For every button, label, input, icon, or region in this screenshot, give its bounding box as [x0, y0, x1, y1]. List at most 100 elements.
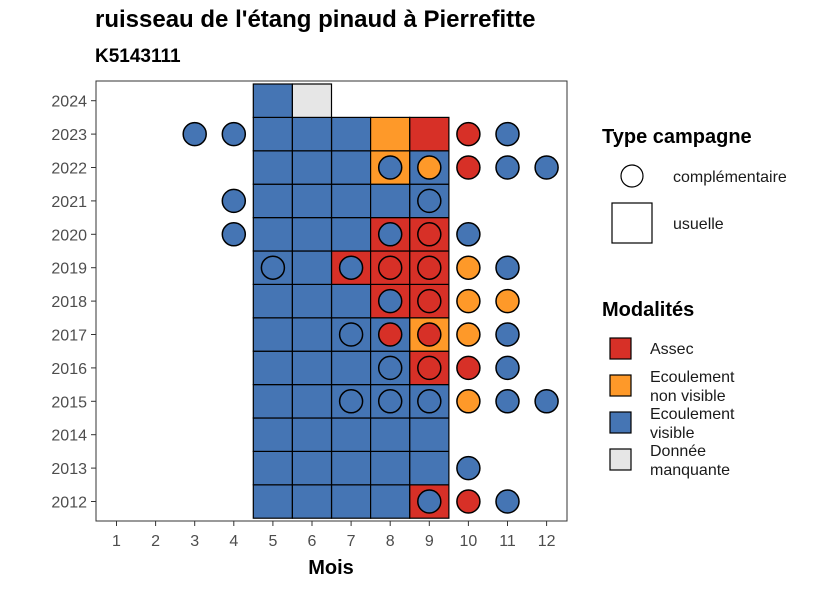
complementaire-point-2017-8 — [377, 322, 403, 347]
legend-label-ecoulement-visible: Ecoulement visible — [650, 406, 735, 442]
complementaire-point-2022-9 — [417, 155, 442, 180]
complementaire-point-2023-11 — [495, 121, 520, 147]
complementaire-point-2020-8 — [377, 222, 403, 247]
usuelle-cell-2013-6 — [291, 450, 333, 486]
x-tick-label-8: 8 — [386, 533, 395, 550]
complementaire-point-2016-8 — [377, 355, 403, 381]
usuelle-cell-2021-5 — [252, 183, 294, 219]
usuelle-cell-2023-9 — [409, 116, 450, 152]
x-axis-title: Mois — [308, 557, 354, 579]
complementaire-point-2023-10 — [456, 121, 481, 147]
x-tick-label-1: 1 — [112, 533, 121, 550]
x-tick-label-9: 9 — [425, 533, 434, 550]
usuelle-cell-2012-8 — [370, 484, 411, 519]
complementaire-point-2021-9 — [417, 188, 442, 214]
usuelle-cell-2017-5 — [252, 317, 294, 352]
complementaire-point-2022-11 — [495, 155, 520, 180]
complementaire-point-2015-7 — [338, 389, 364, 414]
complementaire-point-2021-4 — [221, 188, 247, 214]
usuelle-cell-2014-7 — [331, 417, 372, 453]
complementaire-point-2019-8 — [377, 255, 403, 280]
y-tick-label-2019: 2019 — [51, 261, 87, 278]
usuelle-cell-2017-6 — [291, 317, 333, 352]
x-tick-label-12: 12 — [538, 533, 556, 550]
x-tick-label-7: 7 — [347, 533, 356, 550]
complementaire-point-2015-12 — [534, 389, 559, 414]
y-tick-label-2018: 2018 — [51, 294, 87, 311]
complementaire-point-2020-10 — [456, 222, 481, 247]
complementaire-point-2018-8 — [377, 288, 403, 314]
complementaire-point-2019-11 — [495, 255, 520, 280]
x-tick-label-6: 6 — [308, 533, 317, 550]
complementaire-point-2020-9 — [417, 222, 442, 247]
usuelle-cell-2022-5 — [252, 150, 294, 185]
complementaire-point-2022-8 — [377, 155, 403, 180]
complementaire-point-2017-10 — [456, 322, 481, 347]
usuelle-cell-2024-5 — [252, 83, 294, 119]
complementaire-point-2015-8 — [377, 389, 403, 414]
x-axis: 1 2 3 4 5 6 7 8 9 10 11 12 — [112, 521, 556, 550]
complementaire-point-2018-10 — [456, 288, 481, 314]
legend-swatch-donnee-manquante — [609, 448, 632, 471]
usuelle-cell-2019-6 — [291, 250, 333, 286]
usuelle-cell-2023-6 — [291, 116, 333, 152]
complementaire-point-2012-11 — [495, 489, 520, 514]
complementaire-point-2023-4 — [221, 121, 247, 147]
complementaire-point-2020-4 — [221, 222, 247, 247]
legend-label-complementaire: complémentaire — [673, 169, 787, 186]
usuelle-cell-2023-7 — [331, 116, 372, 152]
usuelle-cell-2021-8 — [370, 183, 411, 219]
usuelle-cell-2013-9 — [409, 450, 450, 486]
usuelle-cell-2012-7 — [331, 484, 372, 519]
complementaire-point-2016-11 — [495, 355, 520, 381]
complementaire-point-2019-5 — [260, 255, 286, 280]
usuelle-cell-2020-6 — [291, 217, 333, 252]
complementaire-point-2017-9 — [417, 322, 442, 347]
complementaire-point-2018-9 — [417, 288, 442, 314]
usuelle-cell-2021-7 — [331, 183, 372, 219]
legend-label-ecoulement-non-visible: Ecoulement non visible — [650, 369, 735, 405]
y-tick-label-2013: 2013 — [51, 461, 87, 478]
y-tick-label-2021: 2021 — [51, 194, 87, 211]
usuelle-cell-2020-7 — [331, 217, 372, 252]
complementaire-points — [182, 121, 559, 514]
usuelle-cell-2012-5 — [252, 484, 294, 519]
x-tick-label-2: 2 — [151, 533, 160, 550]
usuelle-cell-2014-8 — [370, 417, 411, 453]
complementaire-point-2019-7 — [338, 255, 364, 280]
usuelle-cell-2012-6 — [291, 484, 333, 519]
usuelle-cell-2018-7 — [331, 283, 372, 319]
chart-title: ruisseau de l'étang pinaud à Pierrefitte — [95, 6, 536, 33]
usuelle-cell-2023-8 — [370, 116, 411, 152]
usuelle-cell-2018-6 — [291, 283, 333, 319]
complementaire-point-2019-10 — [456, 255, 481, 280]
complementaire-point-2022-12 — [534, 155, 559, 180]
usuelle-cell-2014-5 — [252, 417, 294, 453]
usuelle-cell-2024-6 — [291, 83, 333, 119]
chart-subtitle: K5143111 — [95, 46, 181, 67]
usuelle-cell-2016-5 — [252, 350, 294, 386]
legend: Type campagne complémentaire usuelle Modali… — [602, 126, 787, 479]
y-tick-label-2017: 2017 — [51, 328, 87, 345]
complementaire-point-2016-9 — [417, 355, 442, 381]
complementaire-point-2023-3 — [182, 121, 207, 147]
legend-key-circle — [620, 164, 644, 188]
usuelle-cell-2014-9 — [409, 417, 450, 453]
usuelle-cell-2016-6 — [291, 350, 333, 386]
legend-label-donnee-manquante: Donnée manquante — [650, 443, 730, 479]
usuelle-cell-2022-7 — [331, 150, 372, 185]
usuelle-cell-2014-6 — [291, 417, 333, 453]
usuelle-cell-2021-6 — [291, 183, 333, 219]
complementaire-point-2013-10 — [456, 455, 481, 481]
y-tick-label-2014: 2014 — [51, 428, 87, 445]
complementaire-point-2016-10 — [456, 355, 481, 381]
legend-swatch-ecoulement-visible — [609, 411, 632, 434]
complementaire-point-2015-9 — [417, 389, 442, 414]
usuelle-cell-2015-5 — [252, 384, 294, 419]
complementaire-point-2015-11 — [495, 389, 520, 414]
complementaire-point-2015-10 — [456, 389, 481, 414]
y-axis: 2012 2013 2014 2015 2016 2017 2018 2019 2020 2021… — [51, 94, 96, 512]
y-tick-label-2022: 2022 — [51, 161, 87, 178]
usuelle-cell-2020-5 — [252, 217, 294, 252]
